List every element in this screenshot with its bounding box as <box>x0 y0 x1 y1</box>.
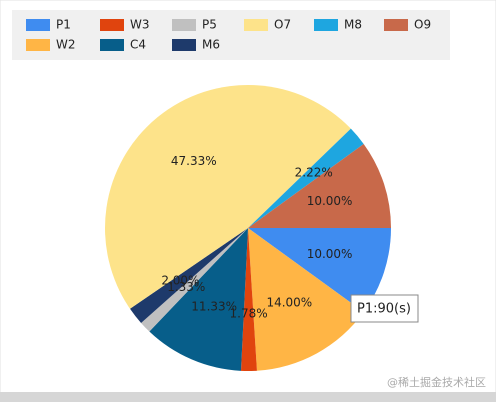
slice <box>248 228 364 371</box>
watermark: @稀土掘金技术社区 <box>387 375 486 389</box>
data-label: 1.78% <box>230 306 268 320</box>
legend-swatch <box>100 19 124 31</box>
legend-swatch <box>314 19 338 31</box>
legend-swatch <box>172 19 196 31</box>
legend-label: M6 <box>202 38 220 52</box>
data-label: 10.00% <box>307 194 353 208</box>
data-label: 11.33% <box>191 299 237 313</box>
slice <box>149 228 248 371</box>
labels: 10.00% 14.00%1.78%11.33% 1.33%2.00% 47.33% 2… <box>161 154 352 320</box>
pie <box>105 85 391 371</box>
tooltip-box <box>350 294 419 323</box>
legend-label: P5 <box>202 18 217 32</box>
bottom-bar <box>0 392 496 402</box>
legend-swatch <box>244 19 268 31</box>
legend-label: C4 <box>130 38 146 52</box>
legend-label: O7 <box>274 18 291 32</box>
legend-swatch <box>26 39 50 51</box>
slice <box>130 228 248 323</box>
data-label: 2.22% <box>295 165 333 179</box>
slice <box>248 128 364 228</box>
tooltip: P1:90(s) <box>357 302 411 317</box>
legend-label: M8 <box>344 18 362 32</box>
legend-swatch <box>100 39 124 51</box>
data-label: 47.33% <box>171 154 217 168</box>
legend-swatch <box>172 39 196 51</box>
data-label: 1.33% <box>167 280 205 294</box>
legend-label: W2 <box>56 38 76 52</box>
legend-label: O9 <box>414 18 431 32</box>
legend-swatch <box>384 19 408 31</box>
legend-swatch <box>26 19 50 31</box>
slice <box>105 85 351 309</box>
legend-label: P1 <box>56 18 71 32</box>
data-label: 14.00% <box>266 296 312 310</box>
slice <box>248 143 391 228</box>
legend-label: W3 <box>130 18 150 32</box>
slice <box>248 228 391 313</box>
legend-box <box>12 10 450 60</box>
data-label: 10.00% <box>307 247 353 261</box>
data-label: 2.00% <box>161 273 199 287</box>
slice <box>240 228 257 371</box>
slice <box>141 228 248 332</box>
